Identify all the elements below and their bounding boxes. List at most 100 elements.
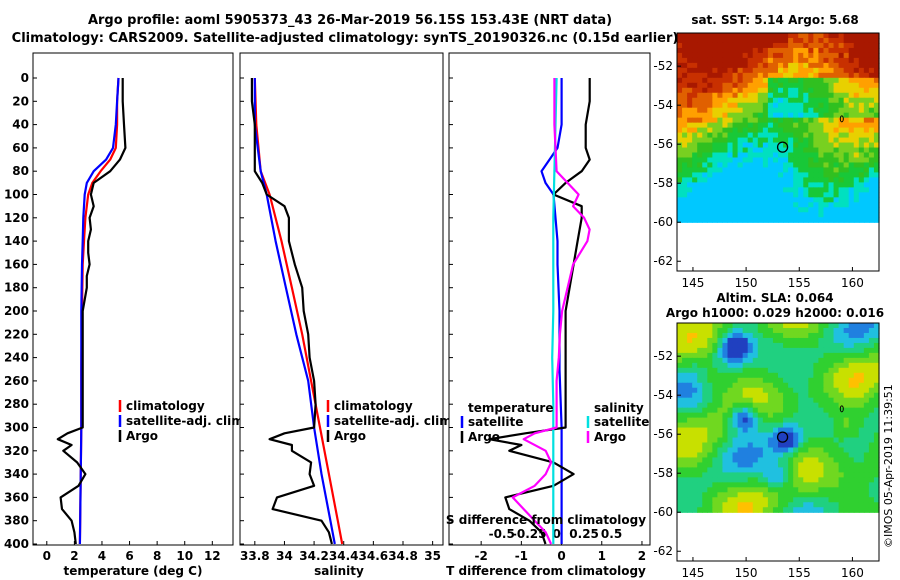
map-cell	[707, 447, 713, 454]
map-cell	[853, 367, 860, 374]
map-cell	[838, 152, 845, 159]
map-cell	[772, 182, 779, 188]
map-cell	[707, 452, 713, 459]
map-cell	[798, 457, 804, 464]
map-cell	[752, 207, 759, 213]
map-cell	[843, 147, 850, 154]
map-cell	[747, 367, 754, 374]
map-cell	[863, 477, 870, 483]
map-cell	[767, 137, 774, 144]
map-cell	[843, 452, 850, 459]
map-cell	[798, 332, 804, 339]
map-cell	[757, 372, 764, 379]
map-cell	[813, 162, 819, 169]
map-cell	[823, 202, 830, 208]
map-cell	[803, 482, 809, 488]
map-cell	[793, 182, 799, 188]
map-cell	[783, 97, 789, 104]
map-cell	[737, 97, 744, 104]
map-cell	[697, 422, 703, 429]
map-cell	[702, 327, 708, 334]
map-cell	[828, 37, 835, 44]
map-cell	[868, 142, 875, 149]
map-cell	[858, 442, 865, 449]
map-cell	[793, 177, 799, 183]
map-cell	[772, 497, 779, 503]
map-cell	[838, 177, 845, 183]
map-cell	[788, 437, 794, 444]
sst-map-title: sat. SST: 5.14 Argo: 5.68	[691, 13, 858, 27]
map-cell	[687, 182, 693, 188]
map-cell	[843, 442, 850, 449]
map-cell	[793, 92, 799, 99]
map-cell	[722, 147, 729, 154]
map-cell	[858, 457, 865, 464]
map-cell	[863, 402, 870, 409]
map-cell	[722, 372, 729, 379]
map-cell	[783, 217, 789, 223]
map-cell	[752, 407, 759, 414]
map-cell	[702, 447, 708, 454]
map-cell	[757, 132, 764, 139]
map-cell	[762, 182, 769, 188]
map-cell	[848, 172, 855, 179]
map-cell	[793, 402, 799, 409]
map-cell	[697, 507, 703, 513]
map-cell	[752, 162, 759, 169]
map-cell	[752, 157, 759, 164]
map-cell	[823, 457, 830, 464]
map-cell	[828, 137, 835, 144]
legend-label-t-satellite: satellite	[468, 415, 523, 429]
map-cell	[712, 422, 718, 429]
map-cell	[793, 392, 799, 399]
map-cell	[732, 82, 739, 89]
map-cell	[747, 87, 754, 94]
map-cell	[727, 417, 734, 424]
map-cell	[813, 342, 819, 349]
map-cell	[762, 202, 769, 208]
map-cell	[798, 447, 804, 454]
map-cell	[682, 177, 688, 183]
map-cell	[727, 157, 734, 164]
map-cell	[848, 167, 855, 174]
map-cell	[732, 97, 739, 104]
map-cell	[828, 372, 835, 379]
map-cell	[863, 362, 870, 369]
map-cell	[757, 437, 764, 444]
map-cell	[828, 427, 835, 434]
map-cell	[808, 33, 814, 39]
map-cell	[732, 152, 739, 159]
map-cell	[737, 417, 744, 424]
map-cell	[762, 172, 769, 179]
map-cell	[818, 72, 825, 79]
map-cell	[843, 172, 850, 179]
map-cell	[848, 182, 855, 188]
map-cell	[737, 357, 744, 364]
map-cell	[853, 502, 860, 508]
map-cell	[833, 327, 840, 334]
map-cell	[732, 432, 739, 439]
map-cell	[828, 402, 835, 409]
map-cell	[788, 137, 794, 144]
map-cell	[742, 477, 749, 483]
map-cell	[873, 462, 880, 469]
map-cell	[798, 82, 804, 89]
map-cell	[757, 152, 764, 159]
map-cell	[828, 147, 835, 154]
map-cell	[687, 67, 693, 74]
map-cell	[788, 442, 794, 449]
map-cell	[772, 42, 779, 49]
map-cell	[767, 67, 774, 74]
map-cell	[722, 482, 729, 488]
map-cell	[692, 502, 698, 508]
map-cell	[717, 357, 724, 364]
map-cell	[707, 117, 713, 124]
map-cell	[798, 402, 804, 409]
map-cell	[747, 132, 754, 139]
map-cell	[868, 197, 875, 203]
map-cell	[863, 47, 870, 54]
map-cell	[803, 82, 809, 89]
map-cell	[712, 182, 718, 188]
map-cell	[722, 212, 729, 218]
map-cell	[687, 77, 693, 84]
